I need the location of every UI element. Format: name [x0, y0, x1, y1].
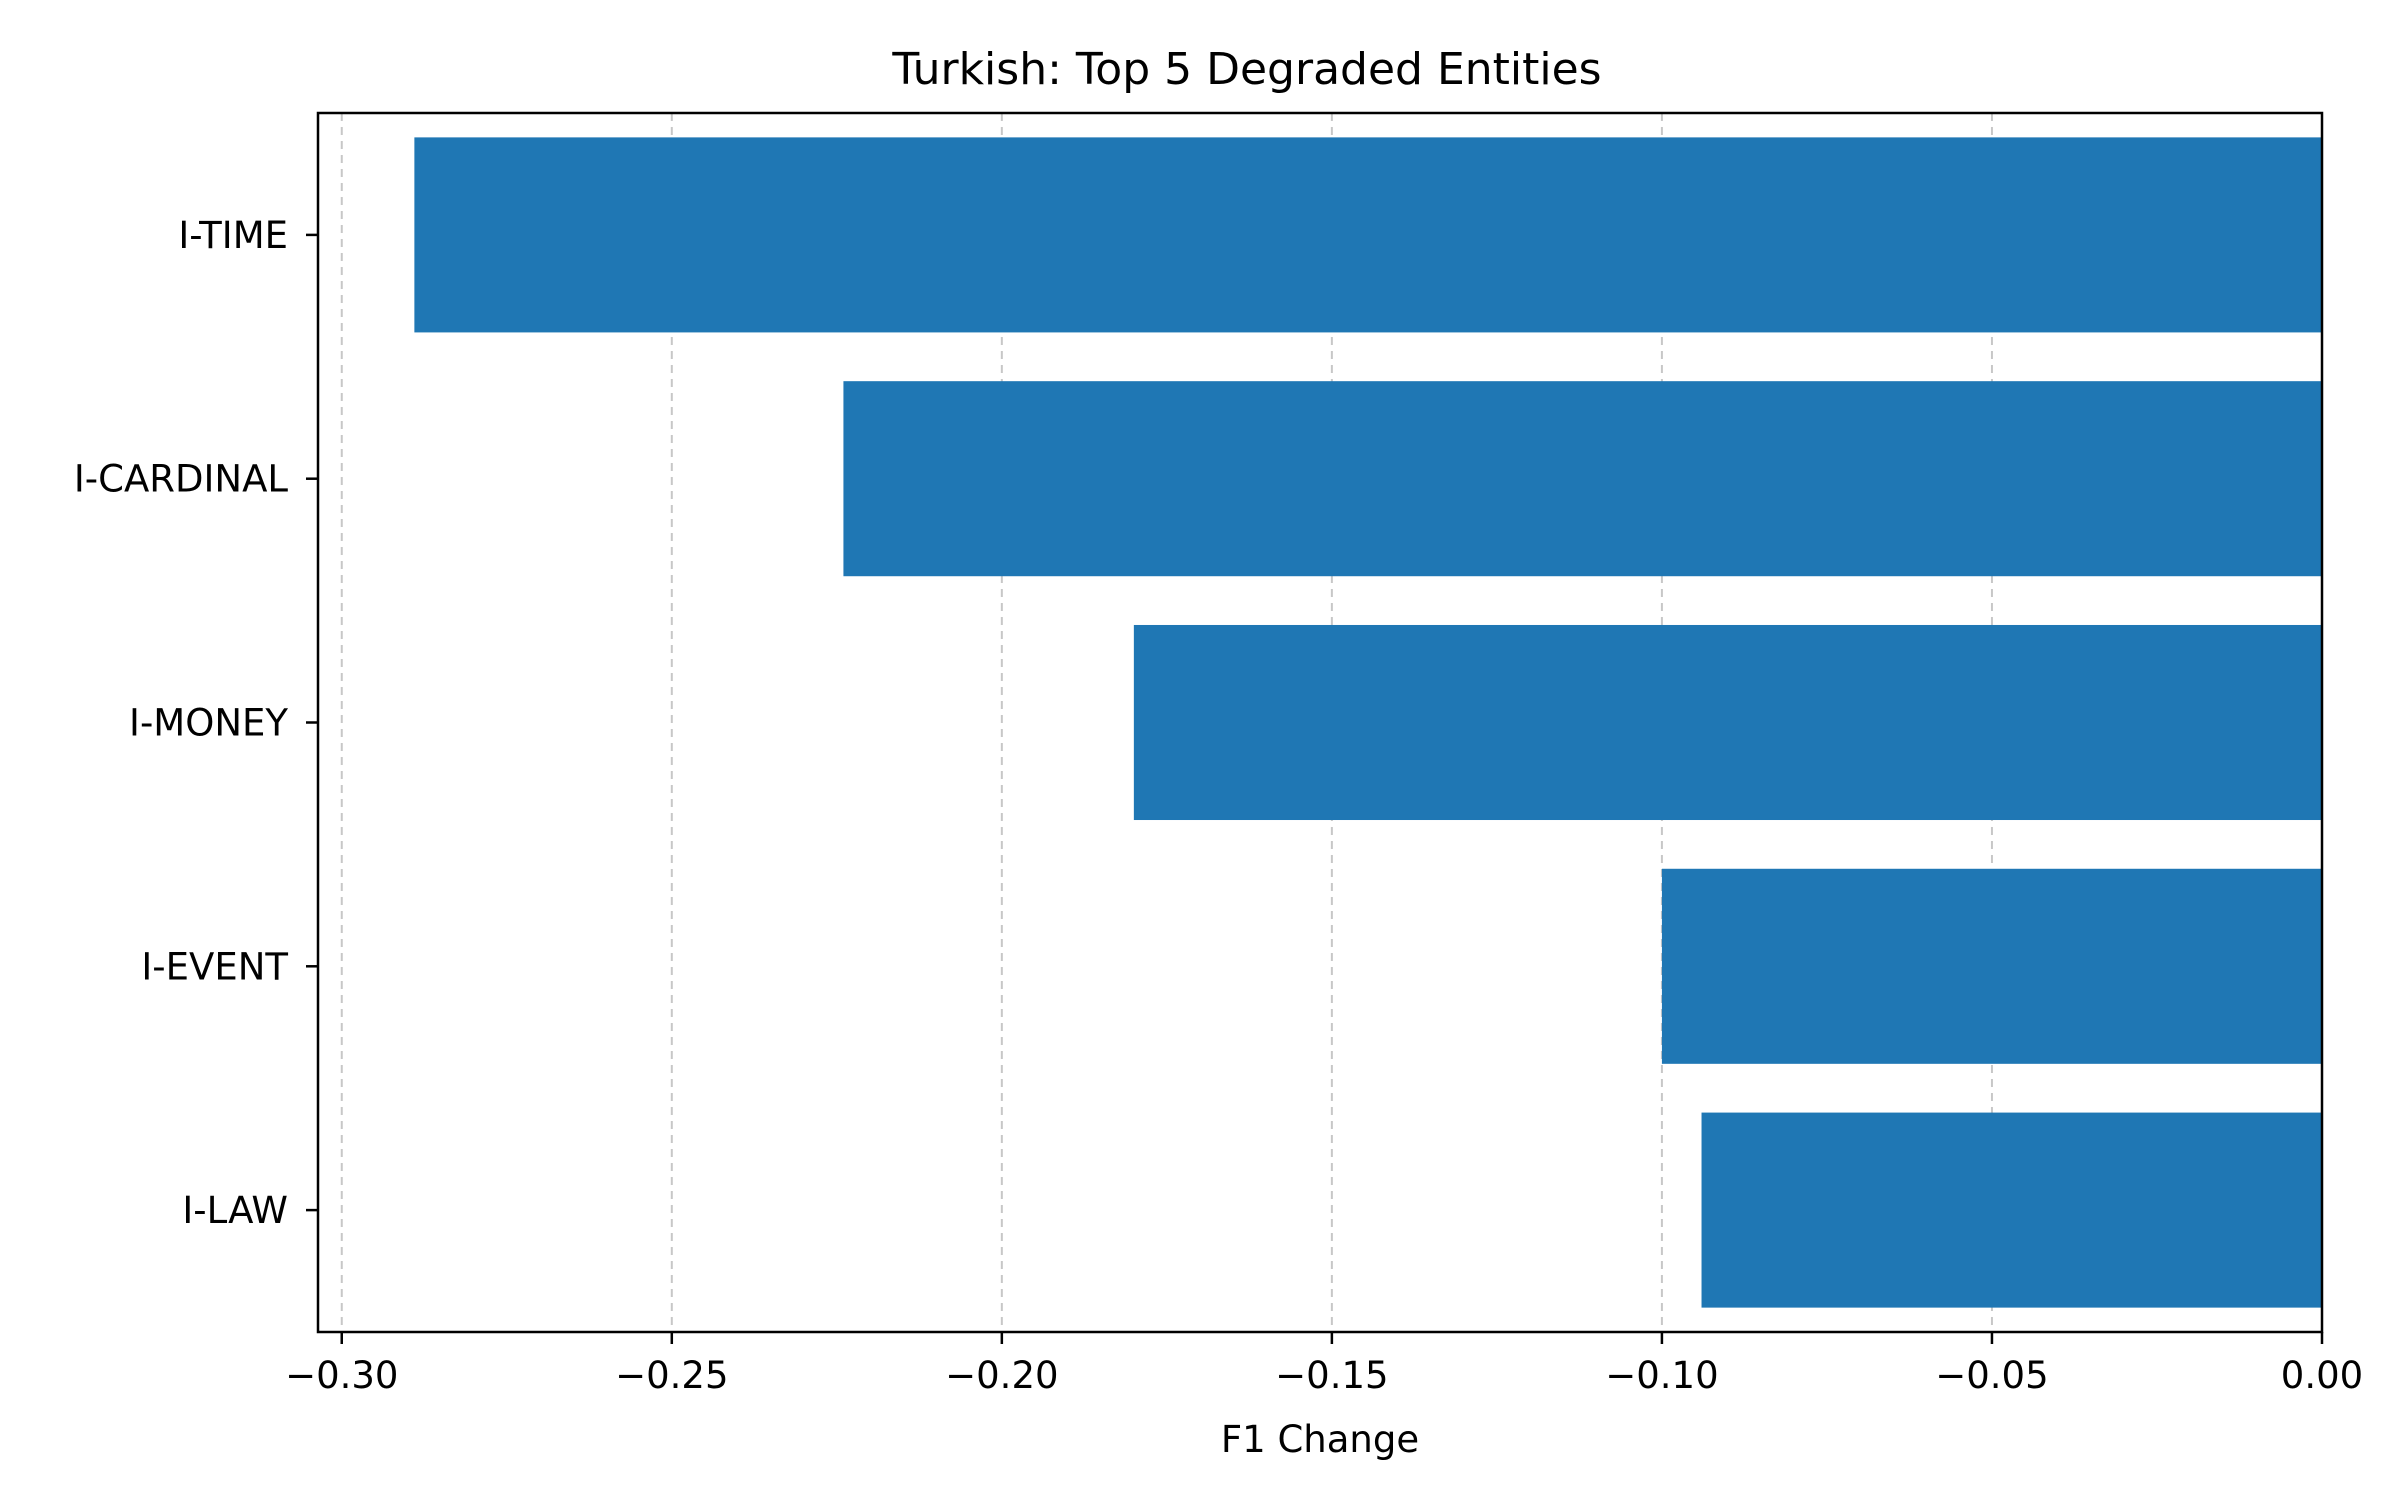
bars: [414, 137, 2323, 1308]
bar-i-time: [414, 137, 2322, 333]
y-axis-ticks: I-TIME I-CARDINAL I-MONEY I-EVENT I-LAW: [74, 214, 318, 1232]
y-tick-label: I-MONEY: [129, 702, 288, 745]
bar-i-cardinal: [843, 381, 2323, 577]
x-axis-label: F1 Change: [1221, 1418, 1419, 1461]
y-tick-label: I-CARDINAL: [74, 458, 289, 501]
x-tick-label: −0.25: [615, 1354, 728, 1397]
y-tick-label: I-LAW: [182, 1189, 288, 1232]
x-tick-label: −0.05: [1935, 1354, 2048, 1397]
chart-title: Turkish: Top 5 Degraded Entities: [891, 44, 1601, 95]
x-tick-label: −0.30: [285, 1354, 398, 1397]
y-tick-label: I-TIME: [178, 214, 288, 257]
y-tick-label: I-EVENT: [141, 945, 288, 988]
x-tick-label: 0.00: [2281, 1354, 2363, 1397]
bar-i-law: [1701, 1112, 2322, 1308]
bar-i-event: [1661, 868, 2322, 1064]
x-axis-ticks: −0.30 −0.25 −0.20 −0.15 −0.10 −0.05 0.00: [285, 1332, 2363, 1397]
bar-i-money: [1133, 624, 2322, 821]
x-tick-label: −0.20: [945, 1354, 1058, 1397]
x-tick-label: −0.10: [1605, 1354, 1718, 1397]
x-tick-label: −0.15: [1275, 1354, 1388, 1397]
